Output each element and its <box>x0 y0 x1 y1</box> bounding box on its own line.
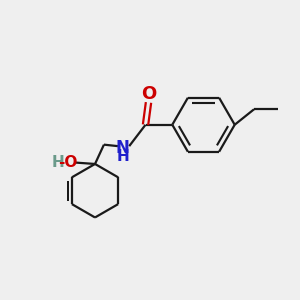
Text: N: N <box>116 139 130 157</box>
Text: -O: -O <box>58 155 77 170</box>
Text: O: O <box>141 85 156 103</box>
Text: H: H <box>52 155 64 170</box>
Text: H: H <box>116 149 129 164</box>
